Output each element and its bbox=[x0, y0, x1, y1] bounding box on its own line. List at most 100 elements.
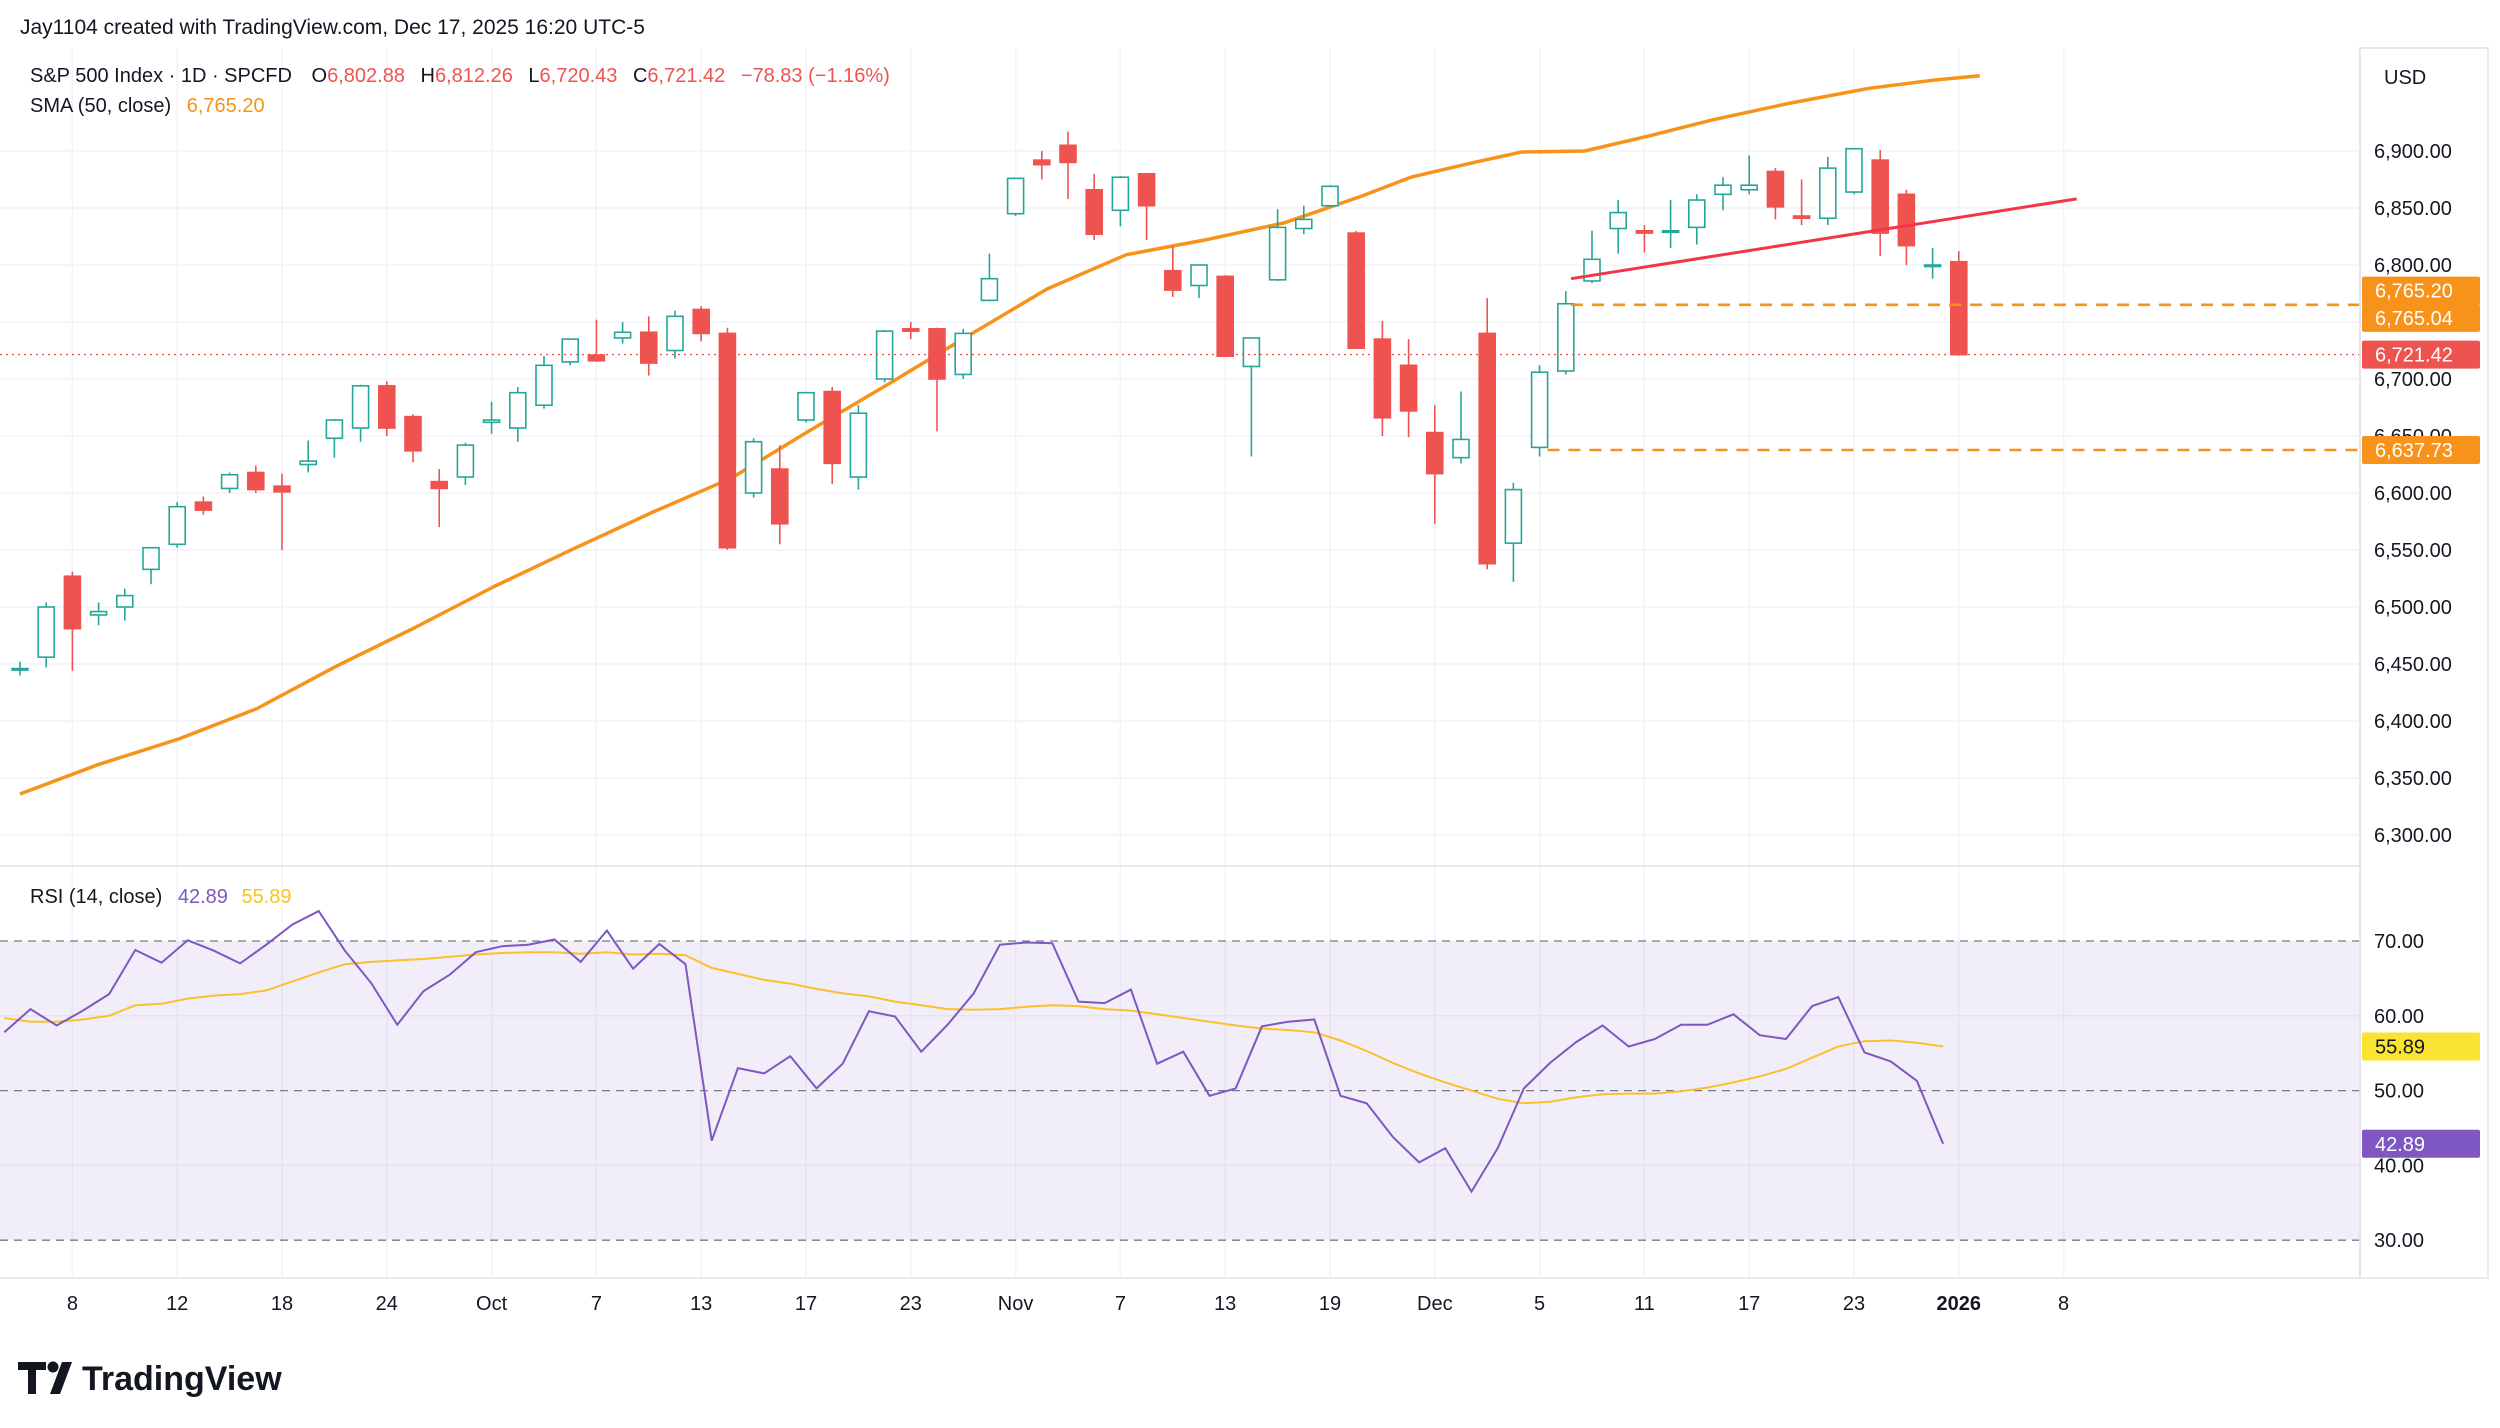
candle[interactable] bbox=[1268, 209, 1287, 281]
candle[interactable] bbox=[849, 405, 868, 490]
main-price-axis[interactable]: 6,300.00 6,350.00 6,400.00 6,450.00 6,500.00… bbox=[2374, 141, 2452, 847]
candle[interactable] bbox=[1085, 173, 1103, 240]
open-label: O bbox=[312, 65, 328, 87]
tradingview-logo[interactable]: TradingView bbox=[18, 1360, 282, 1398]
candle[interactable] bbox=[1530, 365, 1549, 457]
candle[interactable] bbox=[1006, 177, 1025, 216]
candle[interactable] bbox=[639, 316, 658, 376]
candle[interactable] bbox=[351, 384, 370, 442]
candle[interactable] bbox=[1845, 147, 1863, 195]
candle[interactable] bbox=[1897, 189, 1916, 265]
candle[interactable] bbox=[928, 327, 946, 432]
rsi-band bbox=[0, 940, 2360, 1241]
candle[interactable] bbox=[1216, 275, 1234, 357]
candle[interactable] bbox=[770, 445, 789, 545]
badge-rsi-ma-bg bbox=[2362, 1032, 2480, 1061]
sma-legend[interactable]: SMA (50, close) 6,765.20 bbox=[30, 95, 265, 117]
candle[interactable] bbox=[901, 322, 920, 340]
candle[interactable] bbox=[430, 469, 449, 528]
badge-resistance: 6,765.04 bbox=[2362, 303, 2480, 332]
candle[interactable] bbox=[194, 496, 213, 515]
candle[interactable] bbox=[63, 571, 82, 671]
candle[interactable] bbox=[1111, 176, 1130, 227]
candle[interactable] bbox=[1871, 149, 1889, 256]
candles-layer[interactable] bbox=[11, 131, 1968, 676]
candle[interactable] bbox=[1452, 391, 1470, 464]
candle[interactable] bbox=[37, 602, 56, 668]
candle-body-up bbox=[535, 364, 553, 407]
candle[interactable] bbox=[1373, 320, 1392, 436]
candle[interactable] bbox=[377, 381, 396, 436]
candle[interactable] bbox=[744, 438, 763, 498]
candle[interactable] bbox=[1688, 194, 1706, 245]
candle[interactable] bbox=[404, 414, 422, 463]
candle[interactable] bbox=[1164, 245, 1182, 297]
candle-body-down bbox=[430, 480, 449, 490]
symbol-name[interactable]: S&P 500 Index · 1D · SPCFD bbox=[30, 65, 292, 87]
candle[interactable] bbox=[1609, 200, 1627, 254]
rsi-tick-label: 40.00 bbox=[2374, 1155, 2424, 1177]
candle[interactable] bbox=[1950, 251, 1968, 356]
candle[interactable] bbox=[89, 602, 108, 626]
currency-label[interactable]: USD bbox=[2384, 67, 2426, 89]
candle[interactable] bbox=[718, 327, 737, 550]
candle[interactable] bbox=[220, 472, 239, 493]
candle[interactable] bbox=[325, 418, 344, 458]
candle[interactable] bbox=[1661, 200, 1680, 248]
candle[interactable] bbox=[1740, 155, 1758, 195]
price-scale-frame[interactable] bbox=[2359, 47, 2489, 1279]
candle[interactable] bbox=[1792, 179, 1811, 226]
candle[interactable] bbox=[875, 329, 894, 383]
rsi-price-axis[interactable]: 30.00 40.00 50.00 60.00 70.00 bbox=[2374, 931, 2424, 1252]
created-by-text: Jay1104 created with TradingView.com, De… bbox=[20, 16, 645, 39]
time-axis[interactable]: 8 12 18 24 Oct 7 13 17 23 Nov 7 13 19 Dec 5 11 17 23 2026 8 bbox=[67, 1293, 2069, 1315]
candle[interactable] bbox=[1321, 185, 1339, 207]
candle-body-up bbox=[797, 391, 815, 421]
candle[interactable] bbox=[1426, 405, 1444, 524]
candle[interactable] bbox=[142, 546, 160, 585]
badge-sma: 6,765.20 bbox=[2362, 276, 2480, 305]
candle[interactable] bbox=[1242, 337, 1261, 457]
candle[interactable] bbox=[1399, 339, 1418, 438]
candle[interactable] bbox=[247, 465, 265, 493]
high-value: 6,812.26 bbox=[435, 65, 513, 87]
candle[interactable] bbox=[482, 401, 501, 434]
candle[interactable] bbox=[1504, 482, 1523, 582]
candle[interactable] bbox=[797, 391, 815, 423]
candle[interactable] bbox=[535, 356, 553, 409]
candle[interactable] bbox=[508, 386, 527, 442]
candle-body-down bbox=[823, 390, 842, 465]
candle[interactable] bbox=[168, 502, 186, 548]
price-tick-label: 6,550.00 bbox=[2374, 540, 2452, 562]
candle[interactable] bbox=[666, 310, 684, 359]
candle[interactable] bbox=[1635, 225, 1654, 253]
candle[interactable] bbox=[1137, 173, 1156, 240]
candle[interactable] bbox=[1059, 131, 1077, 199]
candle[interactable] bbox=[954, 328, 973, 379]
candle[interactable] bbox=[692, 306, 711, 342]
candle[interactable] bbox=[11, 661, 29, 676]
candle[interactable] bbox=[823, 386, 842, 484]
rsi-legend[interactable]: RSI (14, close) 42.89 55.89 bbox=[30, 886, 292, 908]
candle[interactable] bbox=[1478, 298, 1496, 570]
candle[interactable] bbox=[299, 440, 318, 473]
candle[interactable] bbox=[1033, 151, 1051, 180]
badge-last: 6,721.42 bbox=[2362, 340, 2480, 369]
candle[interactable] bbox=[1714, 177, 1732, 211]
candle[interactable] bbox=[116, 588, 134, 621]
candle[interactable] bbox=[1766, 168, 1785, 220]
candle[interactable] bbox=[1923, 247, 1942, 279]
candle[interactable] bbox=[1347, 230, 1365, 350]
time-tick-label: 23 bbox=[1843, 1293, 1865, 1315]
candle[interactable] bbox=[561, 338, 580, 366]
candle[interactable] bbox=[1295, 205, 1313, 235]
candle[interactable] bbox=[273, 473, 291, 550]
candle[interactable] bbox=[1819, 156, 1837, 226]
candle[interactable] bbox=[587, 319, 606, 362]
candle[interactable] bbox=[980, 253, 999, 302]
rsi-tick-label: 50.00 bbox=[2374, 1081, 2424, 1103]
candle[interactable] bbox=[1190, 264, 1208, 299]
candle[interactable] bbox=[456, 442, 475, 486]
candle[interactable] bbox=[613, 322, 632, 344]
